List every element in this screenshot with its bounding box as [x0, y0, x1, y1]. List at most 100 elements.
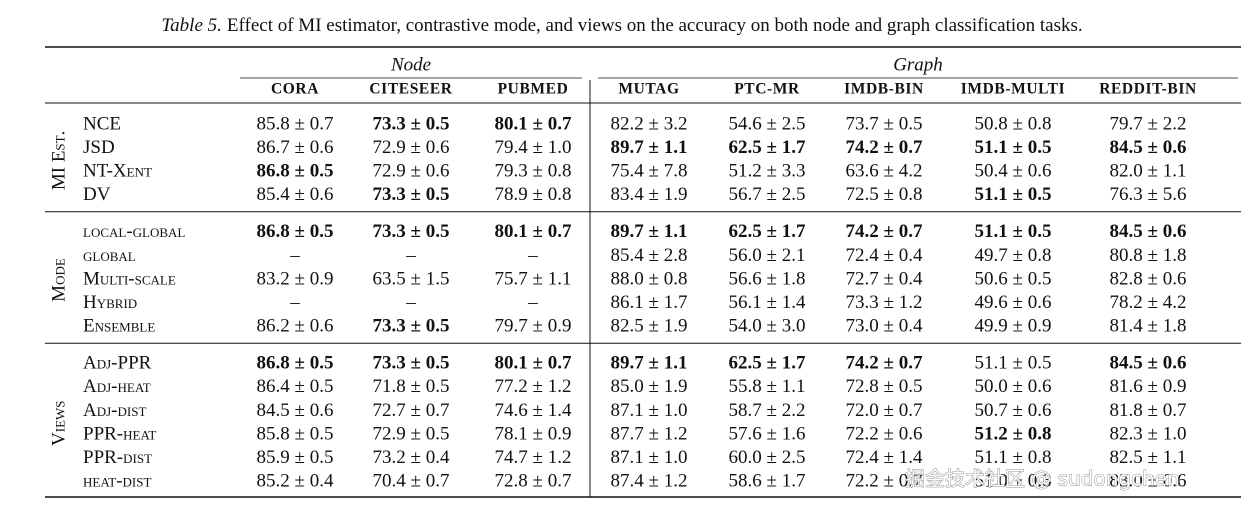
cell: 49.9 ± 0.9 [975, 316, 1052, 337]
watermark: 掘金技术社区 @ sudongchen [905, 467, 1180, 491]
cell: 88.0 ± 0.8 [611, 268, 688, 289]
cell: 85.8 ± 0.7 [257, 113, 334, 134]
cell: 89.7 ± 1.1 [611, 353, 688, 374]
column-header: PTC-MR [734, 81, 800, 98]
cell: 73.2 ± 0.4 [373, 447, 450, 468]
row-name: PPR-heat [83, 423, 156, 444]
column-header: MUTAG [618, 81, 679, 98]
cell: 79.7 ± 0.9 [495, 316, 572, 337]
cell: 85.0 ± 1.9 [611, 376, 688, 397]
cell: 82.5 ± 1.1 [1110, 447, 1187, 468]
cell: 83.2 ± 0.9 [257, 268, 334, 289]
cell: 85.8 ± 0.5 [257, 423, 334, 444]
cell: 85.4 ± 0.6 [257, 184, 334, 205]
cell: 50.8 ± 0.8 [975, 113, 1052, 134]
cell: 87.1 ± 1.0 [611, 447, 688, 468]
cell: 89.7 ± 1.1 [611, 137, 688, 158]
row-name: Adj-dist [83, 400, 146, 421]
group-header: Graph [893, 54, 943, 75]
cell: 49.6 ± 0.6 [975, 292, 1052, 313]
cell: 62.5 ± 1.7 [729, 353, 806, 374]
row-name: NCE [83, 113, 121, 134]
cell: 85.4 ± 2.8 [611, 245, 688, 266]
cell: 86.1 ± 1.7 [611, 292, 688, 313]
row-name: JSD [83, 137, 115, 158]
cell: 60.0 ± 2.5 [729, 447, 806, 468]
cell: 56.7 ± 2.5 [729, 184, 806, 205]
cell: 74.2 ± 0.7 [846, 137, 923, 158]
row-name: local-global [83, 221, 185, 242]
row-name: Hybrid [83, 292, 137, 313]
cell: 81.8 ± 0.7 [1110, 400, 1187, 421]
row-name: NT-Xent [83, 161, 152, 182]
column-header: IMDB-MULTI [961, 81, 1065, 98]
cell: 86.7 ± 0.6 [257, 137, 334, 158]
cell: 50.0 ± 0.6 [975, 376, 1052, 397]
cell: 55.8 ± 1.1 [729, 376, 806, 397]
cell: 81.6 ± 0.9 [1110, 376, 1187, 397]
row-name: Adj-heat [83, 376, 151, 397]
cell: 72.7 ± 0.7 [373, 400, 450, 421]
cell: 74.2 ± 0.7 [846, 353, 923, 374]
cell: 84.5 ± 0.6 [1110, 137, 1187, 158]
cell: 51.2 ± 0.8 [975, 423, 1052, 444]
cell: 86.4 ± 0.5 [257, 376, 334, 397]
cell: 56.0 ± 2.1 [729, 245, 806, 266]
caption-text: Effect of MI estimator, contrastive mode… [227, 15, 1083, 36]
cell: 84.5 ± 0.6 [1110, 353, 1187, 374]
cell: 72.4 ± 1.4 [846, 447, 923, 468]
cell: 75.4 ± 7.8 [611, 161, 688, 182]
row-name: global [83, 245, 136, 266]
section-label: Mode [48, 258, 69, 302]
cell: 77.2 ± 1.2 [495, 376, 572, 397]
cell: 73.0 ± 0.4 [846, 316, 923, 337]
cell: 86.8 ± 0.5 [257, 221, 334, 242]
cell: 72.4 ± 0.4 [846, 245, 923, 266]
cell: 56.1 ± 1.4 [729, 292, 806, 313]
cell: 56.6 ± 1.8 [729, 268, 806, 289]
group-header: Node [390, 54, 431, 75]
cell: 82.5 ± 1.9 [611, 316, 688, 337]
cell: 79.3 ± 0.8 [495, 161, 572, 182]
cell: 57.6 ± 1.6 [729, 423, 806, 444]
row-name: Adj-PPR [83, 353, 152, 374]
row-name: PPR-dist [83, 447, 152, 468]
cell: 62.5 ± 1.7 [729, 137, 806, 158]
cell: 74.7 ± 1.2 [495, 447, 572, 468]
cell: 49.7 ± 0.8 [975, 245, 1052, 266]
cell: 58.6 ± 1.7 [729, 471, 806, 492]
cell: 72.9 ± 0.6 [373, 137, 450, 158]
cell: 63.6 ± 4.2 [846, 161, 923, 182]
cell: 73.3 ± 1.2 [846, 292, 923, 313]
column-header: PUBMED [498, 81, 569, 98]
section-label: MI Est. [48, 131, 69, 191]
column-header: REDDIT-BIN [1099, 81, 1197, 98]
cell: 84.5 ± 0.6 [1110, 221, 1187, 242]
column-header: CITESEER [369, 81, 452, 98]
cell: 71.8 ± 0.5 [373, 376, 450, 397]
cell: – [405, 245, 416, 266]
cell: 73.3 ± 0.5 [373, 113, 450, 134]
cell: 76.3 ± 5.6 [1110, 184, 1187, 205]
cell: – [289, 292, 300, 313]
cell: 51.1 ± 0.5 [975, 184, 1052, 205]
caption-label: Table 5. [161, 15, 222, 36]
cell: – [527, 245, 538, 266]
cell: 83.0 ± 0.6 [1110, 471, 1187, 492]
cell: 86.8 ± 0.5 [257, 353, 334, 374]
cell: 51.1 ± 0.5 [975, 221, 1052, 242]
cell: 73.3 ± 0.5 [373, 353, 450, 374]
row-name: heat-dist [83, 471, 151, 492]
cell: 54.0 ± 3.0 [729, 316, 806, 337]
cell: 50.7 ± 0.6 [975, 400, 1052, 421]
cell: 82.3 ± 1.0 [1110, 423, 1187, 444]
cell: 72.0 ± 0.7 [846, 400, 923, 421]
cell: 80.1 ± 0.7 [495, 113, 572, 134]
cell: 83.4 ± 1.9 [611, 184, 688, 205]
cell: 62.5 ± 1.7 [729, 221, 806, 242]
cell: 78.1 ± 0.9 [495, 423, 572, 444]
cell: 72.9 ± 0.5 [373, 423, 450, 444]
cell: 50.4 ± 0.6 [975, 161, 1052, 182]
cell: 54.6 ± 2.5 [729, 113, 806, 134]
